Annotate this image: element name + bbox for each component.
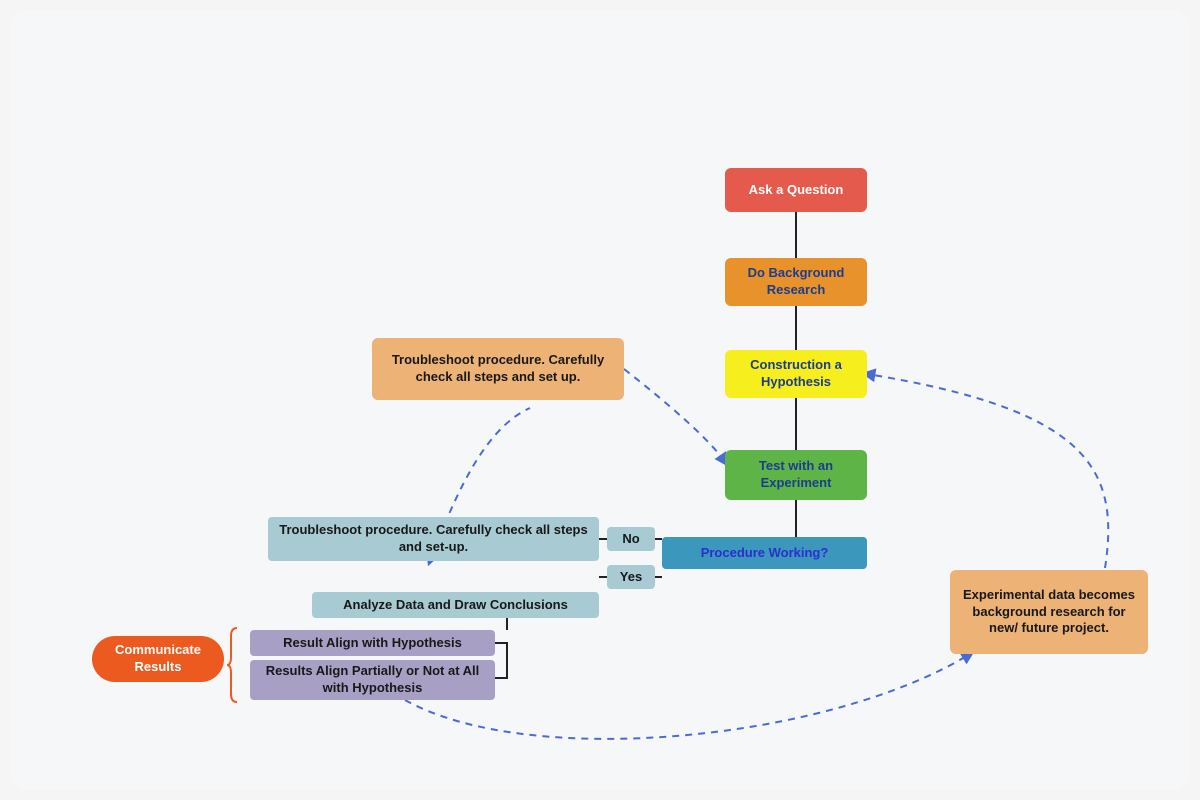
node-hypothesis: Construction a Hypothesis	[725, 350, 867, 398]
node-ask: Ask a Question	[725, 168, 867, 212]
node-troubleshoot1: Troubleshoot procedure. Carefully check …	[372, 338, 624, 400]
node-partial: Results Align Partially or Not at All wi…	[250, 660, 495, 700]
node-background: Do Background Research	[725, 258, 867, 306]
node-no: No	[607, 527, 655, 551]
node-troubleshoot2: Troubleshoot procedure. Carefully check …	[268, 517, 599, 561]
node-test: Test with an Experiment	[725, 450, 867, 500]
diagram-canvas: Ask a Question Do Background Research Cons…	[10, 10, 1190, 790]
node-expdata: Experimental data becomes background res…	[950, 570, 1148, 654]
node-procedure: Procedure Working?	[662, 537, 867, 569]
node-analyze: Analyze Data and Draw Conclusions	[312, 592, 599, 618]
node-yes: Yes	[607, 565, 655, 589]
node-align: Result Align with Hypothesis	[250, 630, 495, 656]
node-communicate: Communicate Results	[92, 636, 224, 682]
